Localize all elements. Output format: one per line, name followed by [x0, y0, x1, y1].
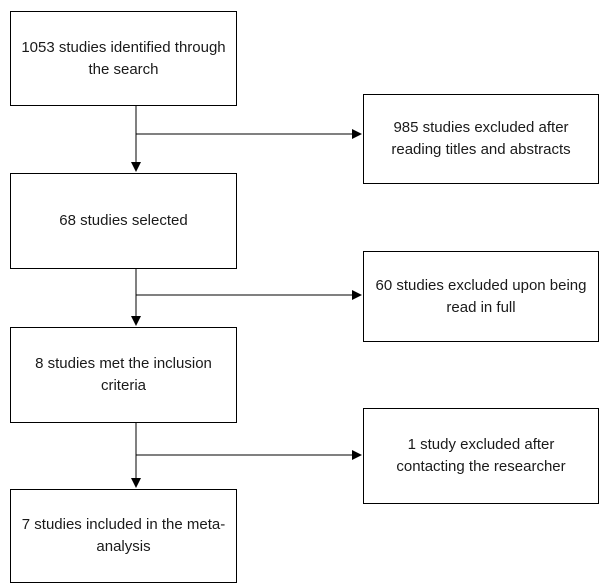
exclusion-label-researcher: 1 study excluded after contacting the re…: [396, 436, 566, 475]
step-box-included: 7 studies included in the meta-analysis: [10, 489, 237, 583]
step-box-identified: 1053 studies identified through the sear…: [10, 11, 237, 106]
step-label-identified: 1053 studies identified through the sear…: [21, 38, 226, 78]
exclusion-label-titles-abstracts: 985 studies excluded after reading title…: [391, 119, 571, 158]
exclusion-box-full-read: 60 studies excluded upon being read in f…: [363, 251, 599, 342]
step-label-selected: 68 studies selected: [59, 212, 188, 230]
exclusion-box-researcher: 1 study excluded after contacting the re…: [363, 408, 599, 504]
step-box-selected: 68 studies selected: [10, 173, 237, 269]
exclusion-box-titles-abstracts: 985 studies excluded after reading title…: [363, 94, 599, 184]
exclusion-label-full-read: 60 studies excluded upon being read in f…: [375, 276, 587, 316]
step-label-inclusion: 8 studies met the inclusion criteria: [35, 355, 212, 394]
step-label-included: 7 studies included in the meta-analysis: [21, 516, 226, 555]
step-box-inclusion: 8 studies met the inclusion criteria: [10, 327, 237, 423]
